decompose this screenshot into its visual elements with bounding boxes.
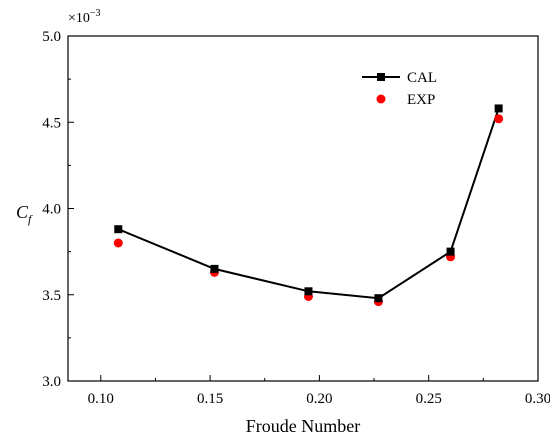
series [113,104,504,307]
y-tick-label: 4.0 [42,202,61,218]
ticks: 0.10 0.15 0.20 0.25 0.30 3.0 3.5 4.0 4.5 5.0 [42,29,550,407]
x-tick-label: 0.10 [88,391,114,407]
cal-point [374,294,383,303]
plot-frame [67,35,539,382]
legend-exp-label: EXP [407,92,435,108]
cal-point [304,287,313,296]
x-tick-label: 0.25 [416,391,442,407]
y-tick-label: 3.5 [42,288,61,304]
y-axis-multiplier: ×10−3 [68,8,101,26]
x-tick-label: 0.20 [306,391,332,407]
x-tick-label: 0.30 [525,391,550,407]
y-tick-label: 4.5 [42,115,61,131]
legend-cal-label: CAL [407,70,437,86]
cal-point [446,247,455,256]
y-axis-title: Cf [16,202,33,226]
x-axis-title: Froude Number [246,416,360,436]
y-tick-label: 5.0 [42,29,61,45]
cal-point [114,225,123,234]
exp-point [494,114,504,124]
legend-exp-marker [376,94,386,104]
legend: CAL EXP [362,70,437,108]
legend-cal-marker [377,73,385,81]
axes [67,35,539,382]
y-tick-label: 3.0 [42,374,61,390]
cal-series-line [117,108,500,300]
cal-point [494,104,503,113]
cal-point [210,264,219,273]
x-tick-label: 0.15 [197,391,223,407]
exp-point [113,238,123,248]
